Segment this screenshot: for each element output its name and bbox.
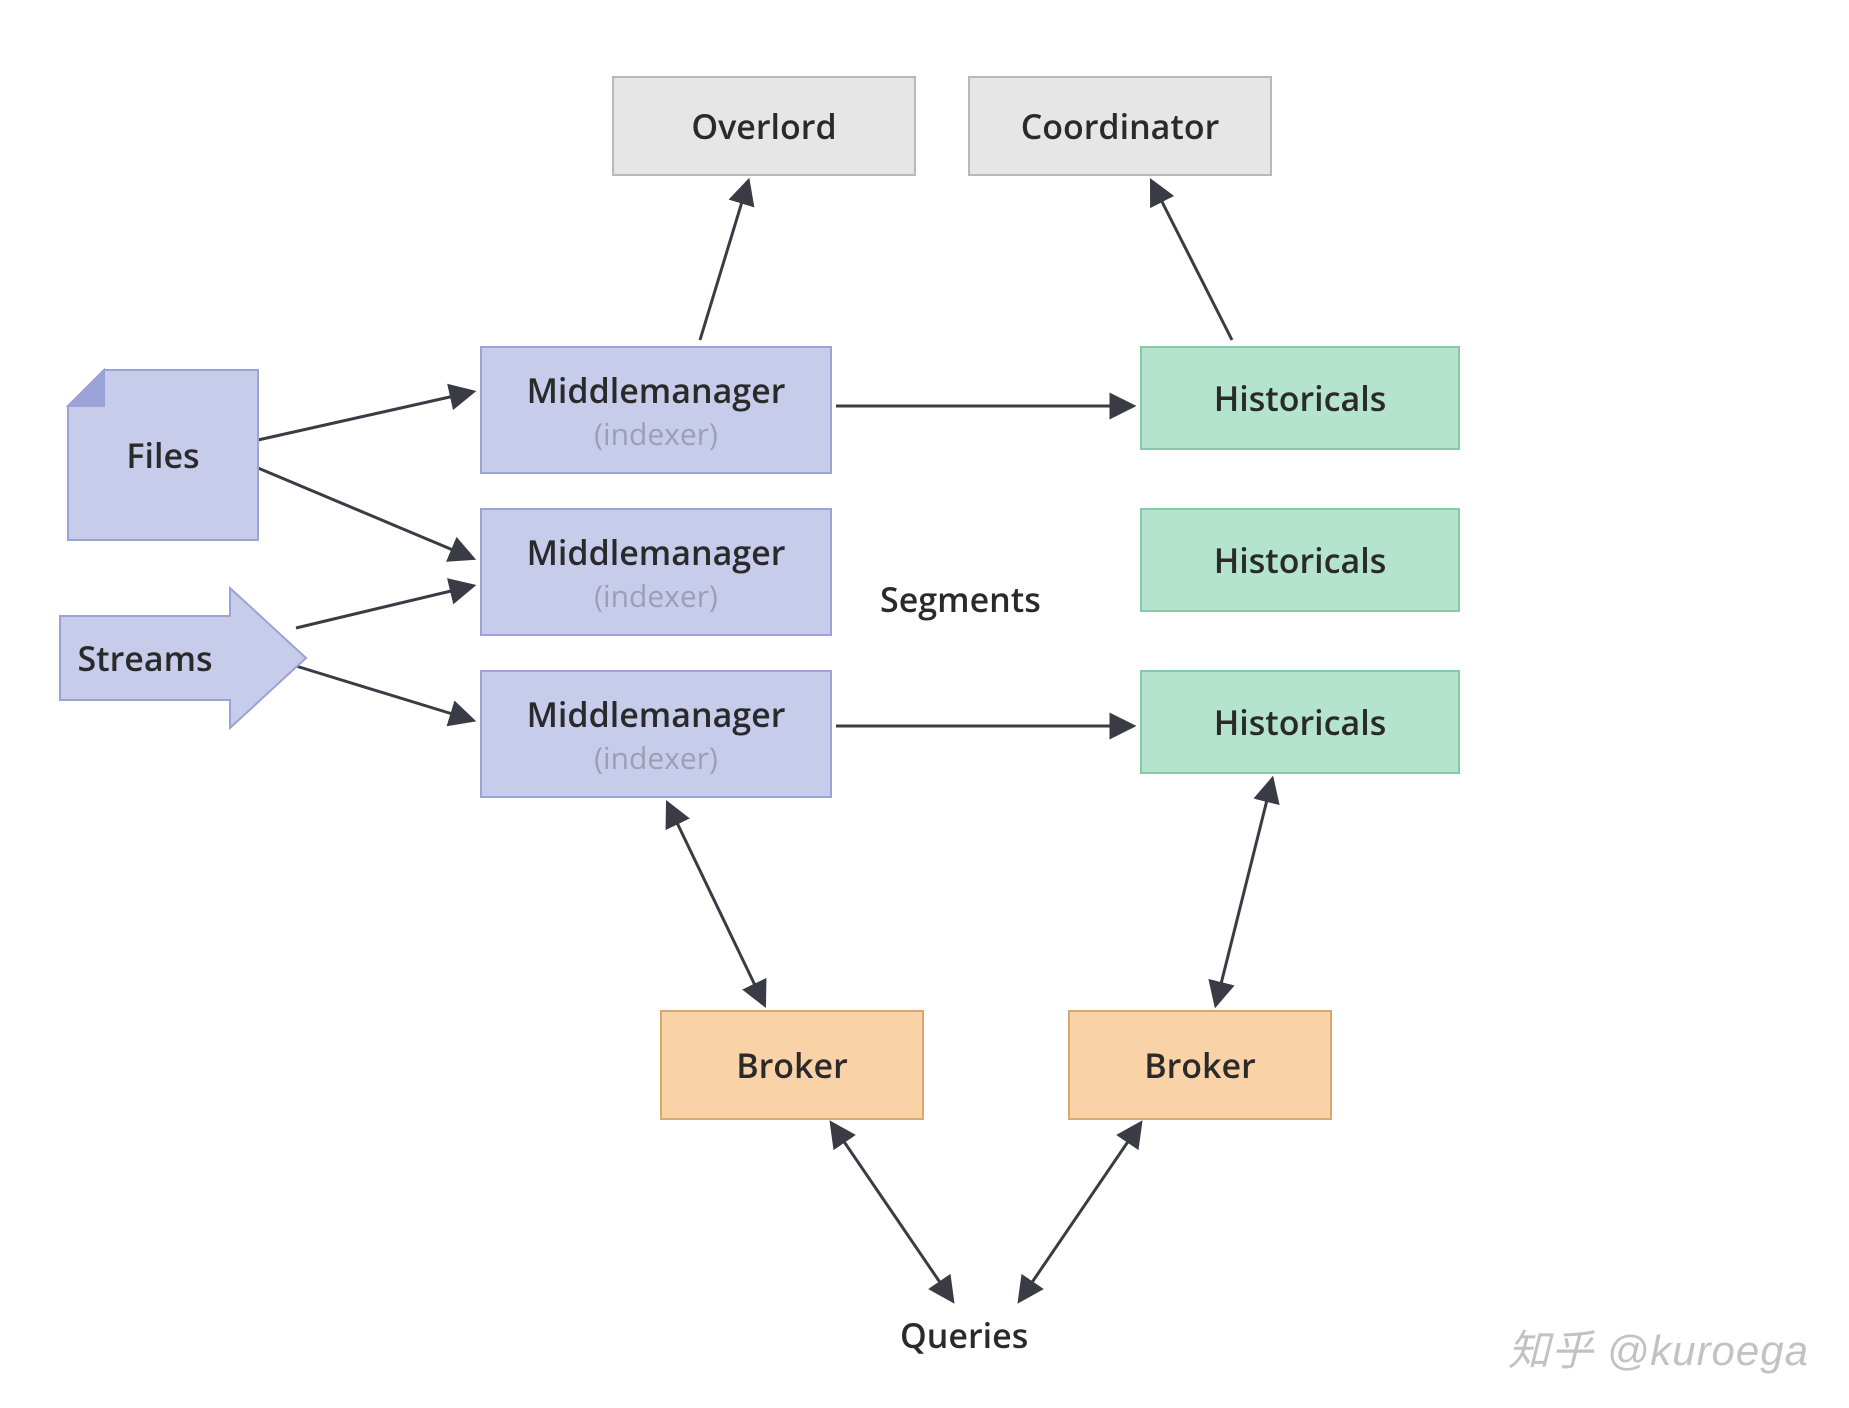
node-mm3: Middlemanager(indexer) [480,670,832,798]
arrow-streams-mm2 [296,586,472,628]
node-coordinator: Coordinator [968,76,1272,176]
node-overlord-label: Overlord [691,103,836,149]
node-hist3: Historicals [1140,670,1460,774]
arrow-streams-mm3 [296,666,472,720]
label-queries: Queries [900,1312,1028,1358]
label-segments: Segments [880,576,1041,622]
arrow-broker2-queries [1020,1124,1140,1300]
arrow-hist1-coordinator [1152,182,1232,340]
node-broker1: Broker [660,1010,924,1120]
node-mm3-label: Middlemanager [527,691,786,737]
files-label: Files [126,432,199,478]
node-mm2: Middlemanager(indexer) [480,508,832,636]
arrow-broker1-queries [832,1124,952,1300]
arrow-hist3-broker2 [1216,780,1272,1004]
watermark: 知乎 @kuroega [1508,1317,1809,1378]
node-mm2-subtitle: (indexer) [594,575,718,616]
node-hist1: Historicals [1140,346,1460,450]
node-coordinator-label: Coordinator [1021,103,1220,149]
node-broker1-label: Broker [736,1042,848,1088]
node-hist2-label: Historicals [1214,537,1387,583]
streams-source-shape: Streams [60,588,310,743]
arrow-mm3-broker1 [668,804,764,1004]
node-mm2-label: Middlemanager [527,529,786,575]
node-mm1-label: Middlemanager [527,367,786,413]
arrow-files-mm1 [258,392,472,440]
node-broker2: Broker [1068,1010,1332,1120]
files-source-shape: Files [68,370,268,555]
node-mm1-subtitle: (indexer) [594,413,718,454]
node-hist1-label: Historicals [1214,375,1387,421]
arrow-mm1-overlord [700,182,748,340]
arrow-files-mm2 [258,468,472,558]
node-mm1: Middlemanager(indexer) [480,346,832,474]
node-hist2: Historicals [1140,508,1460,612]
streams-label: Streams [77,635,212,681]
node-overlord: Overlord [612,76,916,176]
node-mm3-subtitle: (indexer) [594,737,718,778]
node-hist3-label: Historicals [1214,699,1387,745]
node-broker2-label: Broker [1144,1042,1256,1088]
